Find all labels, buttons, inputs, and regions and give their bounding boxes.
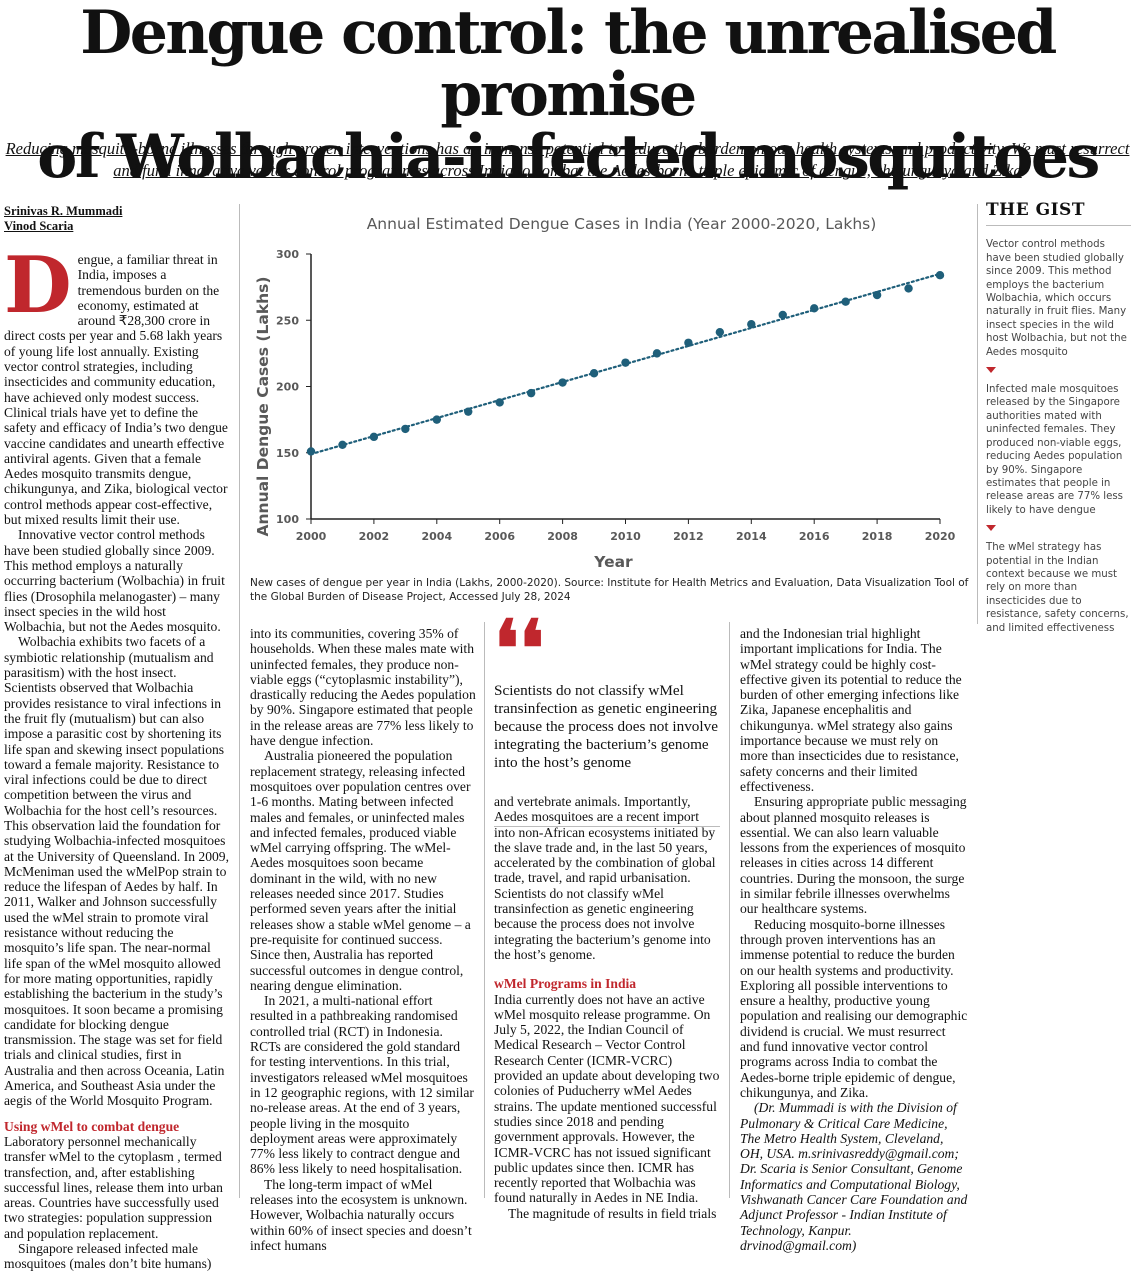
data-point — [715, 327, 725, 337]
paragraph: In 2021, a multi-national effort resulte… — [250, 993, 474, 1177]
x-tick-label: 2002 — [359, 530, 390, 543]
paragraph: engue, a familiar threat in India, impos… — [4, 252, 228, 528]
gist-item: Infected male mosquitoes released by the… — [986, 384, 1123, 516]
data-point — [747, 320, 756, 329]
gist-item: The wMel strategy has potential in the I… — [986, 542, 1129, 634]
x-axis-label: Year — [593, 553, 633, 570]
y-tick-label: 200 — [276, 381, 299, 394]
y-tick-label: 150 — [276, 447, 299, 460]
data-point — [432, 415, 441, 424]
data-point — [872, 290, 882, 300]
pull-quote-rule — [494, 826, 720, 827]
paragraph: The long-term impact of wMel releases in… — [250, 1176, 472, 1253]
data-point — [904, 284, 913, 293]
paragraph: India currently does not have an active … — [494, 991, 720, 1206]
paragraph: into its communities, covering 35% of ho… — [250, 626, 476, 749]
data-point — [338, 440, 347, 449]
x-tick-label: 2020 — [925, 530, 956, 543]
data-point — [369, 432, 379, 442]
data-point — [652, 349, 662, 358]
y-tick-label: 100 — [276, 513, 299, 526]
article-column-4: and the Indonesian trial highlight impor… — [740, 626, 968, 1253]
standfirst-line-1: Reducing mosquito-borne illnesses throug… — [5, 139, 1130, 158]
triangle-down-icon — [986, 525, 996, 532]
article-column-2: into its communities, covering 35% of ho… — [250, 626, 476, 1253]
data-point — [810, 304, 819, 313]
paragraph: The magnitude of results in field trials — [508, 1205, 717, 1221]
quote-mark-icon: ❛❛ — [494, 604, 545, 695]
x-tick-label: 2010 — [610, 530, 641, 543]
data-point — [558, 378, 567, 387]
headline: Dengue control: the unrealised promise o… — [0, 0, 1135, 188]
x-tick-label: 2008 — [547, 530, 578, 543]
column-divider — [729, 622, 730, 1198]
x-tick-label: 2016 — [799, 530, 830, 543]
headline-line-2: of Wolbachia-infected mosquitoes — [37, 122, 1100, 192]
data-point — [935, 271, 945, 280]
x-tick-label: 2012 — [673, 530, 704, 543]
paragraph: Innovative vector control methods have b… — [4, 527, 225, 635]
paragraph: and the Indonesian trial highlight impor… — [740, 626, 962, 794]
paragraph: Australia pioneered the population repla… — [250, 748, 471, 993]
paragraph: Reducing mosquito-borne illnesses throug… — [740, 916, 968, 1100]
x-tick-label: 2006 — [484, 530, 515, 543]
chart-caption: New cases of dengue per year in India (L… — [250, 577, 969, 603]
data-point — [306, 447, 316, 456]
column-divider — [484, 622, 485, 1198]
data-point — [526, 388, 536, 398]
x-tick-label: 2000 — [296, 530, 327, 543]
pull-quote-text: Scientists do not classify wMel transinf… — [494, 682, 718, 771]
the-gist-sidebar: THE GIST Vector control methods have bee… — [986, 201, 1131, 635]
triangle-down-icon — [986, 367, 996, 374]
x-tick-label: 2004 — [421, 530, 452, 543]
paragraph: Singapore released infected male mosquit… — [4, 1241, 212, 1272]
subheading: Using wMel to combat dengue — [4, 1118, 180, 1134]
chart-title: Annual Estimated Dengue Cases in India (… — [367, 215, 877, 233]
drop-cap: D — [4, 240, 72, 331]
byline-author-2: Vinod Scaria — [4, 219, 74, 233]
gist-title: THE GIST — [986, 201, 1131, 227]
standfirst-line-2: and fund innovative vector control progr… — [113, 161, 1022, 180]
y-tick-label: 300 — [276, 248, 299, 261]
data-point — [841, 297, 850, 306]
x-tick-label: 2014 — [736, 530, 767, 543]
data-point — [621, 358, 630, 367]
x-tick-label: 2018 — [862, 530, 893, 543]
paragraph: Wolbachia exhibits two facets of a symbi… — [4, 634, 230, 1109]
author-bio: (Dr. Mummadi is with the Division of Pul… — [740, 1100, 968, 1253]
y-tick-label: 250 — [276, 314, 299, 327]
article-column-3: and vertebrate animals. Importantly, Aed… — [494, 794, 720, 1221]
byline-author-1: Srinivas R. Mummadi — [4, 204, 123, 218]
paragraph: Laboratory personnel mechanically transf… — [4, 1133, 223, 1241]
column-divider — [239, 204, 240, 1198]
data-point — [495, 398, 504, 407]
data-point — [401, 424, 410, 434]
column-divider — [977, 204, 978, 624]
data-point — [778, 310, 787, 320]
paragraph: Ensuring appropriate public messaging ab… — [740, 794, 967, 917]
y-axis-label: Annual Dengue Cases (Lakhs) — [254, 277, 272, 537]
data-point — [589, 369, 599, 378]
standfirst: Reducing mosquito-borne illnesses throug… — [0, 138, 1135, 182]
paragraph: and vertebrate animals. Importantly, Aed… — [494, 794, 716, 962]
chart: Annual Estimated Dengue Cases in India (… — [246, 204, 968, 571]
gist-item: Vector control methods have been studied… — [986, 239, 1127, 358]
dengue-cases-chart: Annual Estimated Dengue Cases in India (… — [254, 215, 956, 571]
subheading: wMel Programs in India — [494, 976, 637, 992]
data-point — [464, 407, 473, 416]
pull-quote: ❛❛ Scientists do not classify wMel trans… — [494, 604, 720, 827]
data-point — [684, 338, 693, 347]
headline-line-1: Dengue control: the unrealised promise — [80, 0, 1057, 130]
